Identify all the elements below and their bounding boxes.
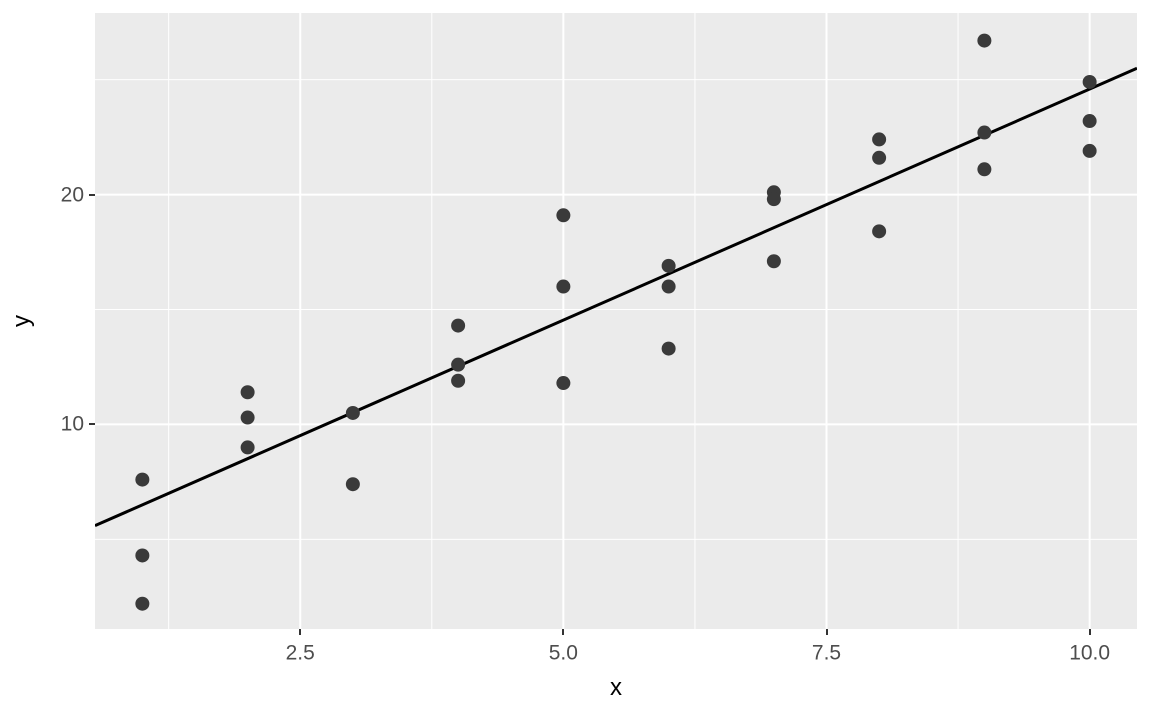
data-point	[766, 192, 781, 207]
data-point	[661, 341, 676, 356]
data-point	[872, 150, 887, 165]
data-point	[661, 279, 676, 294]
x-tick-mark	[825, 629, 828, 635]
regression-line	[95, 66, 1137, 528]
data-point	[451, 373, 466, 388]
x-axis-title: x	[610, 674, 622, 701]
x-tick-label: 5.0	[548, 641, 578, 665]
x-tick-mark	[299, 629, 302, 635]
data-point	[766, 254, 781, 269]
data-point	[240, 440, 255, 455]
data-point	[451, 318, 466, 333]
data-point	[1082, 74, 1097, 89]
data-point	[872, 132, 887, 147]
panel-background	[95, 13, 1137, 629]
data-point	[872, 224, 887, 239]
data-point	[661, 258, 676, 273]
x-tick-mark	[562, 629, 565, 635]
data-point	[135, 596, 150, 611]
y-tick-label: 10	[60, 412, 84, 436]
data-point	[240, 410, 255, 425]
data-point	[556, 279, 571, 294]
plot-canvas	[95, 13, 1137, 629]
data-point	[240, 385, 255, 400]
y-tick-mark	[89, 423, 95, 426]
data-point	[345, 477, 360, 492]
data-point	[135, 548, 150, 563]
plot-panel	[95, 13, 1137, 629]
data-point	[977, 162, 992, 177]
y-tick-mark	[89, 193, 95, 196]
data-point	[345, 405, 360, 420]
y-axis-title: y	[8, 315, 35, 327]
x-tick-label: 7.5	[811, 641, 842, 665]
data-point	[135, 472, 150, 487]
y-tick-label: 20	[60, 183, 84, 207]
data-point	[556, 208, 571, 223]
x-tick-label: 2.5	[285, 641, 315, 665]
x-tick-mark	[1088, 629, 1091, 635]
data-point	[977, 33, 992, 48]
x-tick-label: 10.0	[1069, 641, 1111, 665]
data-point	[556, 376, 571, 391]
data-point	[451, 357, 466, 372]
data-point	[1082, 114, 1097, 129]
data-point	[977, 125, 992, 140]
data-point	[1082, 143, 1097, 158]
